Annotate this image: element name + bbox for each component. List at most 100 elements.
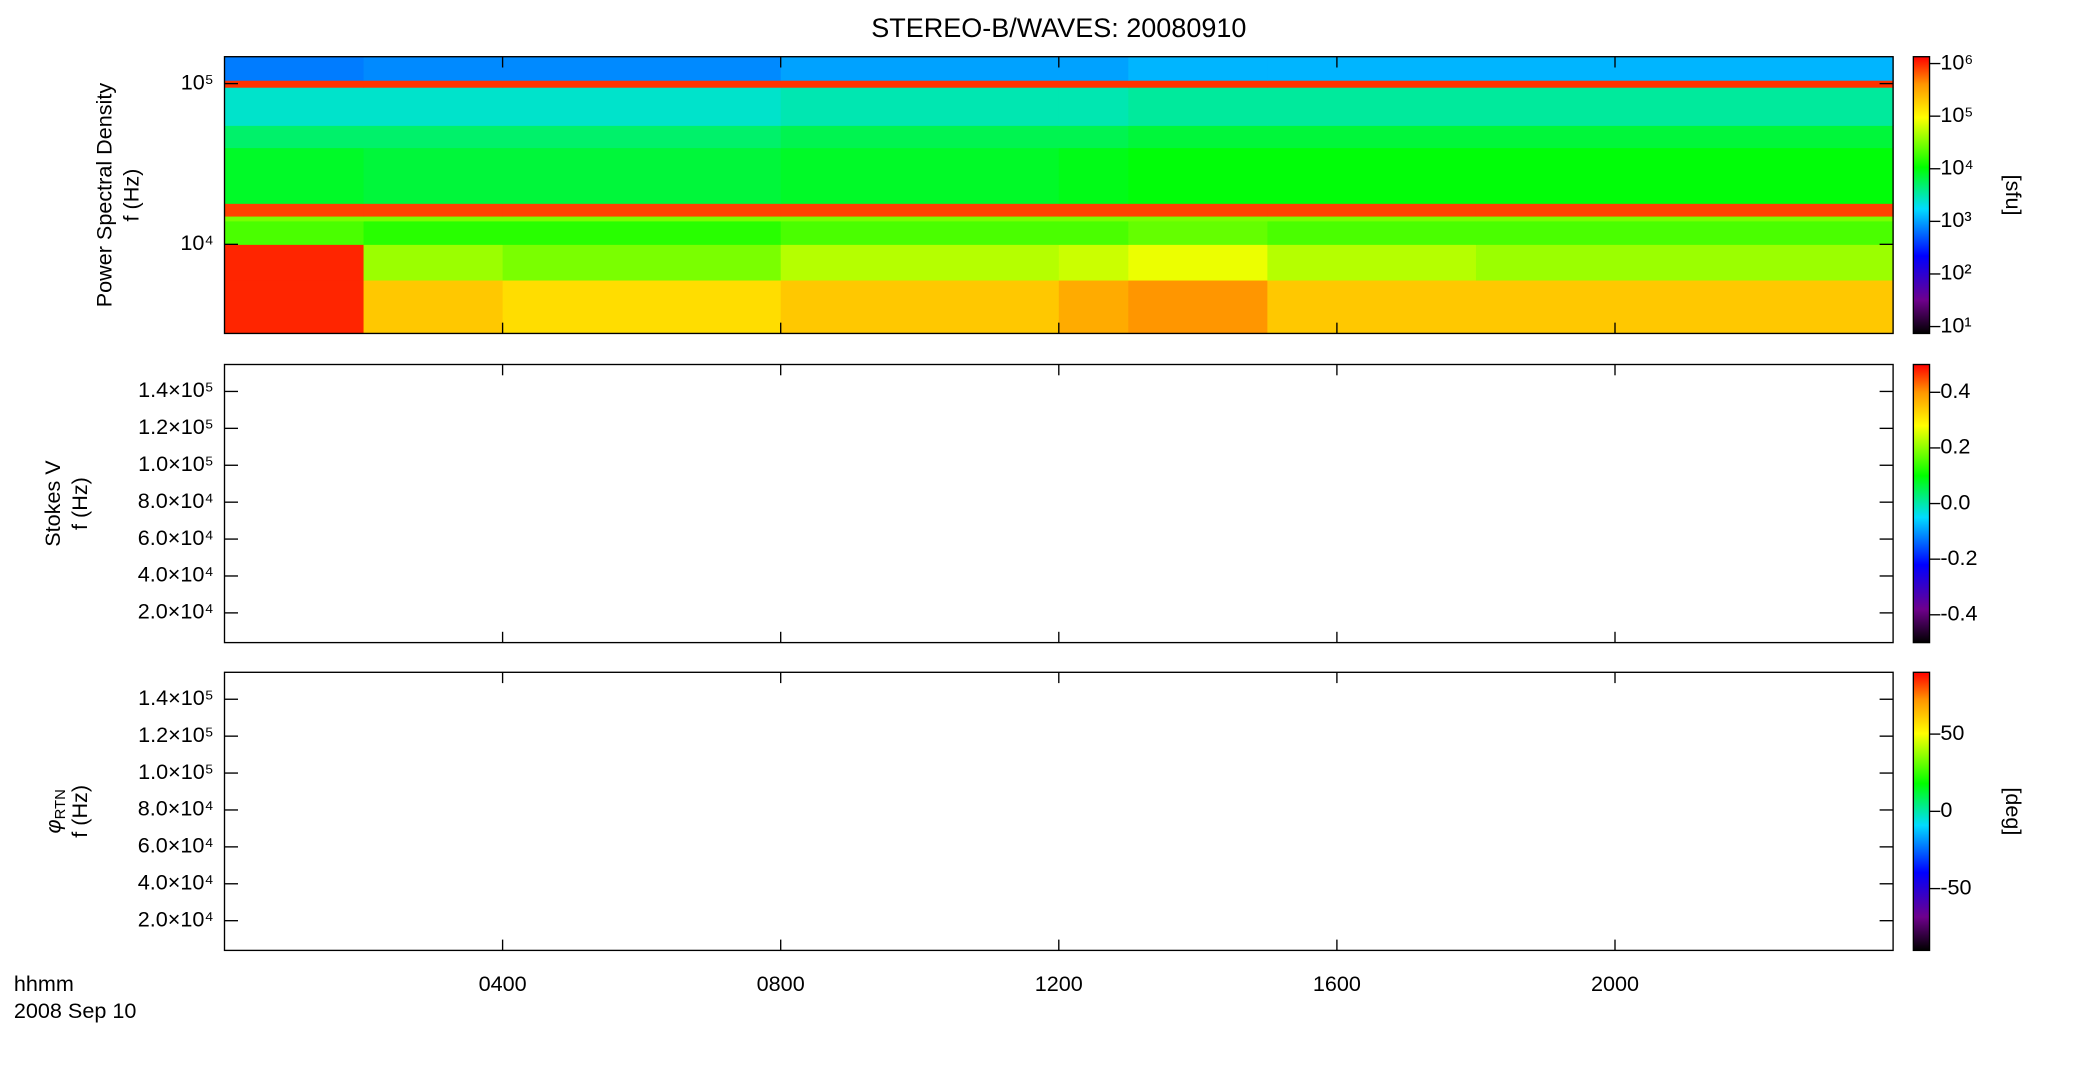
colorbar: [1912, 56, 1931, 335]
heatmap-cell: [1058, 244, 1129, 281]
heatmap-cell: [502, 80, 782, 88]
heatmap-cell: [224, 220, 365, 245]
heatmap-cell: [1475, 203, 1894, 217]
heatmap-cell: [1058, 220, 1129, 245]
y-tick-label: 1.0×10⁵: [138, 759, 214, 784]
x-tick-label: 0400: [479, 971, 527, 996]
y-axis-label: φRTN: [40, 789, 69, 833]
colorbar-tick-label: 10¹: [1940, 312, 1971, 337]
heatmap-cell: [1475, 56, 1894, 81]
heatmap-cell: [363, 220, 504, 245]
heatmap-cell: [502, 244, 782, 281]
y-axis-label-symbol: φ: [40, 819, 65, 833]
heatmap-cell: [780, 220, 1060, 245]
heatmap-cell: [1058, 125, 1129, 149]
heatmap-cell: [1267, 80, 1477, 88]
colorbar-tick-label: 0.0: [1940, 489, 1970, 514]
heatmap-cell: [224, 125, 365, 149]
y-tick-label: 10⁵: [181, 69, 214, 94]
y-axis-label: f (Hz): [67, 785, 92, 838]
heatmap-cell: [363, 216, 504, 222]
heatmap-cell: [502, 87, 782, 126]
y-tick-label: 2.0×10⁴: [138, 906, 214, 931]
heatmap-cell: [1267, 279, 1477, 334]
heatmap-cell: [1058, 87, 1129, 126]
heatmap-cell: [1475, 87, 1894, 126]
colorbar-tick-label: 0: [1940, 797, 1952, 822]
heatmap-cell: [1128, 125, 1268, 149]
heatmap-cell: [363, 244, 504, 281]
x-axis-label: hhmm: [14, 971, 74, 996]
heatmap-cell: [1267, 87, 1477, 126]
y-tick-label: 1.4×10⁵: [138, 685, 214, 710]
colorbar-tick-label: 50: [1940, 720, 1964, 745]
plot-frame: [223, 671, 1894, 952]
y-tick-label: 4.0×10⁴: [138, 869, 214, 894]
heatmap-cell: [1128, 80, 1268, 88]
heatmap-cell: [1128, 220, 1268, 245]
x-tick-label: 1200: [1035, 971, 1083, 996]
colorbar-tick-label: 10³: [1940, 207, 1971, 232]
colorbar-tick-label: 10⁴: [1940, 154, 1973, 179]
x-tick-label: 1600: [1313, 971, 1361, 996]
heatmap-cell: [502, 216, 782, 222]
y-tick-label: 8.0×10⁴: [138, 796, 214, 821]
heatmap-cell: [363, 125, 504, 149]
colorbar-tick-label: 10⁶: [1940, 49, 1973, 74]
heatmap-cell: [780, 216, 1060, 222]
y-tick-label: 2.0×10⁴: [138, 599, 214, 624]
heatmap-cell: [224, 80, 365, 88]
heatmap-cell: [1128, 56, 1268, 81]
heatmap-cell: [1058, 147, 1129, 204]
x-tick-label: 2000: [1591, 971, 1639, 996]
heatmap-cell: [1475, 244, 1894, 281]
heatmap-cell: [502, 56, 782, 81]
heatmap-cell: [224, 216, 365, 222]
y-tick-label: 8.0×10⁴: [138, 488, 214, 513]
heatmap-cell: [1267, 203, 1477, 217]
y-axis-label: f (Hz): [67, 477, 92, 530]
heatmap-cell: [1475, 279, 1894, 334]
heatmap-cell: [363, 87, 504, 126]
colorbar-tick-label: 0.2: [1940, 434, 1970, 459]
heatmap-cell: [224, 279, 365, 334]
heatmap-cell: [363, 147, 504, 204]
heatmap-cell: [502, 203, 782, 217]
heatmap-cell: [224, 87, 365, 126]
colorbar: [1912, 363, 1931, 644]
heatmap-cell: [1475, 220, 1894, 245]
heatmap-cell: [502, 220, 782, 245]
y-tick-label: 4.0×10⁴: [138, 562, 214, 587]
heatmap-cell: [1475, 125, 1894, 149]
heatmap-cell: [780, 80, 1060, 88]
heatmap-cell: [780, 203, 1060, 217]
heatmap-cell: [1475, 80, 1894, 88]
x-tick-label: 0800: [757, 971, 805, 996]
colorbar-tick-label: -0.4: [1940, 600, 1977, 625]
heatmap-cell: [1128, 279, 1268, 334]
y-tick-label: 1.2×10⁵: [138, 414, 214, 439]
heatmap-cell: [1475, 147, 1894, 204]
colorbar-tick-label: -0.2: [1940, 545, 1977, 570]
heatmap-cell: [502, 125, 782, 149]
y-tick-label: 1.4×10⁵: [138, 377, 214, 402]
y-tick-label: 6.0×10⁴: [138, 525, 214, 550]
heatmap-cell: [1058, 203, 1129, 217]
heatmap-cell: [1267, 220, 1477, 245]
heatmap-cell: [780, 125, 1060, 149]
heatmap-cell: [363, 203, 504, 217]
heatmap-cell: [1267, 216, 1477, 222]
heatmap-cell: [1267, 125, 1477, 149]
heatmap-cell: [1128, 87, 1268, 126]
y-tick-label: 1.2×10⁵: [138, 722, 214, 747]
heatmap-cell: [363, 56, 504, 81]
heatmap-cell: [502, 279, 782, 334]
heatmap-cell: [224, 244, 365, 281]
colorbar-tick-label: 0.4: [1940, 378, 1970, 403]
heatmap-cell: [780, 244, 1060, 281]
heatmap-cell: [1058, 279, 1129, 334]
y-axis-label: Power Spectral Density: [91, 83, 116, 308]
heatmap-cell: [780, 56, 1060, 81]
colorbar-tick-label: -50: [1940, 874, 1971, 899]
